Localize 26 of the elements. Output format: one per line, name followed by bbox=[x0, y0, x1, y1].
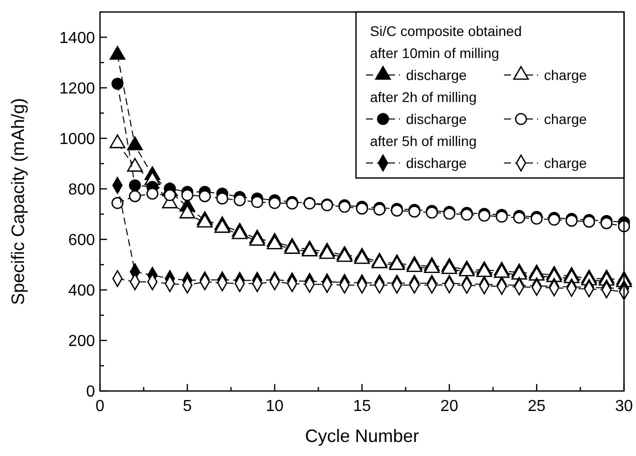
annotation: after 5h of milling bbox=[370, 132, 477, 149]
annotation: after 10min of milling bbox=[370, 44, 500, 61]
legend-label: discharge bbox=[406, 110, 467, 127]
x-tick-label: 10 bbox=[266, 398, 284, 415]
x-tick-label: 15 bbox=[353, 398, 371, 415]
legend-label: charge bbox=[544, 110, 588, 127]
legend-title: Si/C composite obtained bbox=[370, 22, 522, 39]
x-tick-label: 5 bbox=[182, 398, 192, 415]
x-tick-label: 30 bbox=[615, 398, 633, 415]
legend-label: discharge bbox=[406, 66, 467, 83]
y-tick-label: 600 bbox=[68, 232, 96, 249]
legend-label: charge bbox=[544, 66, 588, 83]
y-tick-label: 1200 bbox=[59, 80, 96, 98]
y-tick-label: 0 bbox=[86, 384, 96, 401]
x-axis-title: Cycle Number bbox=[304, 426, 420, 446]
y-tick-label: 1400 bbox=[59, 30, 96, 47]
y-tick-label: 200 bbox=[68, 333, 96, 350]
y-tick-label: 1000 bbox=[59, 130, 96, 148]
y-axis-title: Specific Capacity (mAh/g) bbox=[8, 98, 28, 306]
y-tick-label: 800 bbox=[68, 181, 96, 198]
legend-label: charge bbox=[544, 154, 588, 171]
x-tick-label: 25 bbox=[528, 398, 546, 415]
y-tick-label: 400 bbox=[68, 282, 96, 300]
legend-label: discharge bbox=[406, 154, 467, 171]
annotation: after 2h of milling bbox=[370, 88, 477, 105]
x-tick-label: 20 bbox=[440, 398, 458, 415]
